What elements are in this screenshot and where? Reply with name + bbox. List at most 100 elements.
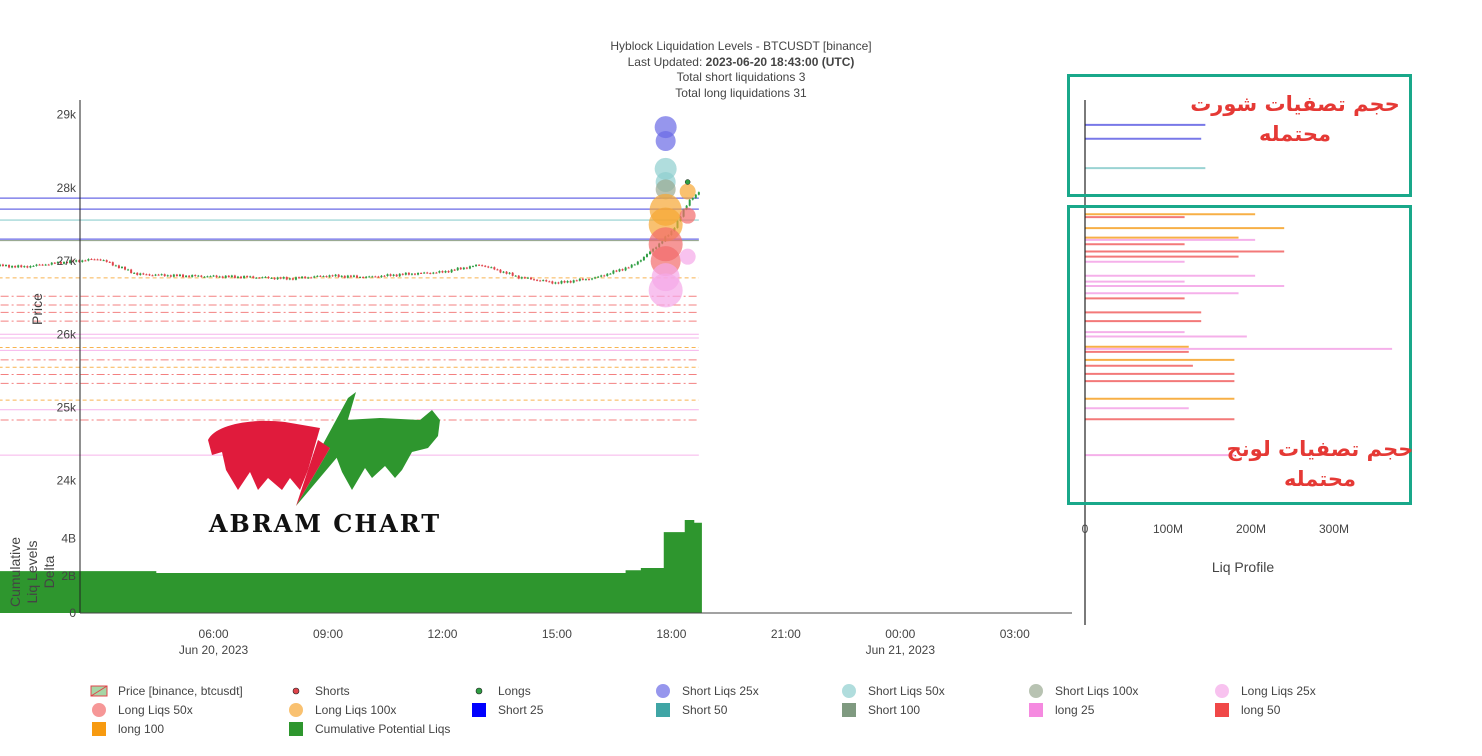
price-candle [291, 278, 294, 280]
liq-profile-tick-label: 300M [1319, 522, 1349, 536]
price-candle [496, 269, 499, 271]
legend-label: Price [binance, btcusdt] [118, 684, 243, 698]
legend-item[interactable]: Long Liqs 50x [88, 703, 193, 717]
legend-label: Short Liqs 100x [1055, 684, 1139, 698]
date-tick-label: Jun 20, 2023 [179, 643, 249, 657]
price-candle [462, 267, 465, 270]
price-candle [395, 274, 398, 277]
axes: 29k 28k 27k 26k 25k 24k 4B 2B 0 06:00 Jun 20, 2023… [57, 100, 1349, 657]
price-candle [560, 280, 563, 284]
price-candle [75, 260, 78, 262]
square-legend-icon [468, 703, 490, 717]
legend-item[interactable]: Short 25 [468, 703, 543, 717]
legend-label: Short Liqs 25x [682, 684, 759, 698]
price-candle [221, 276, 224, 278]
svg-text:Liq Levels: Liq Levels [24, 540, 40, 603]
price-candle [130, 269, 133, 273]
price-candle [240, 276, 243, 279]
price-candle [215, 275, 218, 278]
price-candle [288, 278, 291, 280]
price-candle [542, 280, 545, 282]
price-candle [627, 267, 630, 269]
price-candle [624, 267, 627, 271]
square-legend-icon [285, 722, 307, 736]
price-candle [587, 279, 590, 281]
price-candle [255, 277, 258, 279]
legend-item[interactable]: Price [binance, btcusdt] [88, 684, 243, 698]
price-tick-label: 29k [57, 108, 77, 122]
legend-item[interactable]: Short 100 [838, 703, 920, 717]
circle-legend-icon [88, 703, 110, 717]
price-candle [456, 267, 459, 271]
price-candle [368, 276, 371, 278]
price-candle [194, 275, 197, 277]
price-candle [294, 277, 297, 280]
price-candle [539, 280, 542, 282]
price-candle [264, 276, 267, 278]
time-tick-label: 06:00 [199, 627, 229, 641]
price-candle [374, 276, 377, 278]
price-candle [349, 275, 352, 277]
price-candle [218, 276, 221, 278]
legend-item[interactable]: long 50 [1211, 703, 1280, 717]
price-candle [417, 272, 420, 275]
price-candle [600, 275, 603, 277]
price-candle [529, 277, 532, 280]
price-candle [606, 273, 609, 276]
price-candle [35, 264, 38, 266]
price-candle [133, 272, 136, 274]
svg-text:Delta: Delta [41, 555, 57, 588]
circle-legend-icon [285, 703, 307, 717]
legend-item[interactable]: Short Liqs 50x [838, 684, 945, 698]
price-candle [365, 276, 368, 278]
legend-item[interactable]: Long Liqs 100x [285, 703, 396, 717]
price-candle [636, 261, 639, 265]
price-candle [50, 262, 53, 265]
price-tick-label: 26k [57, 327, 77, 341]
price-candle [468, 266, 471, 269]
price-candle [352, 275, 355, 277]
price-candle [444, 271, 447, 273]
price-candle [298, 277, 301, 279]
price-candle [96, 259, 99, 261]
price-candle [621, 269, 624, 271]
price-candle [301, 276, 304, 279]
legend-item[interactable]: Shorts [285, 684, 350, 698]
square-legend-icon [652, 703, 674, 717]
price-tick-label: 28k [57, 181, 77, 195]
legend-item[interactable]: Cumulative Potential Liqs [285, 722, 450, 736]
legend-item[interactable]: Short Liqs 25x [652, 684, 759, 698]
logo-text: ABRAM CHART [208, 509, 441, 538]
price-tick-label: 27k [57, 254, 77, 268]
price-candle [258, 277, 261, 279]
time-tick-label: 15:00 [542, 627, 572, 641]
price-candle [285, 277, 288, 280]
legend-label: Shorts [315, 684, 350, 698]
circle-legend-icon [652, 684, 674, 698]
legend-item[interactable]: Short 50 [652, 703, 727, 717]
price-candle [1, 264, 4, 266]
legend-item[interactable]: long 25 [1025, 703, 1094, 717]
price-candle [209, 276, 212, 278]
price-candle [249, 276, 252, 278]
price-candle [511, 272, 514, 276]
price-candle [114, 265, 117, 267]
price-candle [261, 277, 264, 279]
price-candle [697, 192, 700, 195]
legend-item[interactable]: Long Liqs 25x [1211, 684, 1316, 698]
price-candle [203, 276, 206, 278]
legend-item[interactable]: Short Liqs 100x [1025, 684, 1138, 698]
price-candle [569, 280, 572, 283]
price-candle [310, 277, 313, 279]
cumulative-tick-label: 2B [61, 569, 76, 583]
price-candle [429, 273, 432, 275]
price-candle [493, 267, 496, 270]
legend-item[interactable]: Longs [468, 684, 531, 698]
cumulative-tick-label: 0 [69, 606, 76, 620]
price-candle [175, 274, 178, 277]
zigzag-arrow-red [296, 440, 330, 506]
price-candle [14, 265, 17, 268]
legend-item[interactable]: long 100 [88, 722, 164, 736]
price-candle [383, 275, 386, 277]
price-candle [142, 273, 145, 275]
